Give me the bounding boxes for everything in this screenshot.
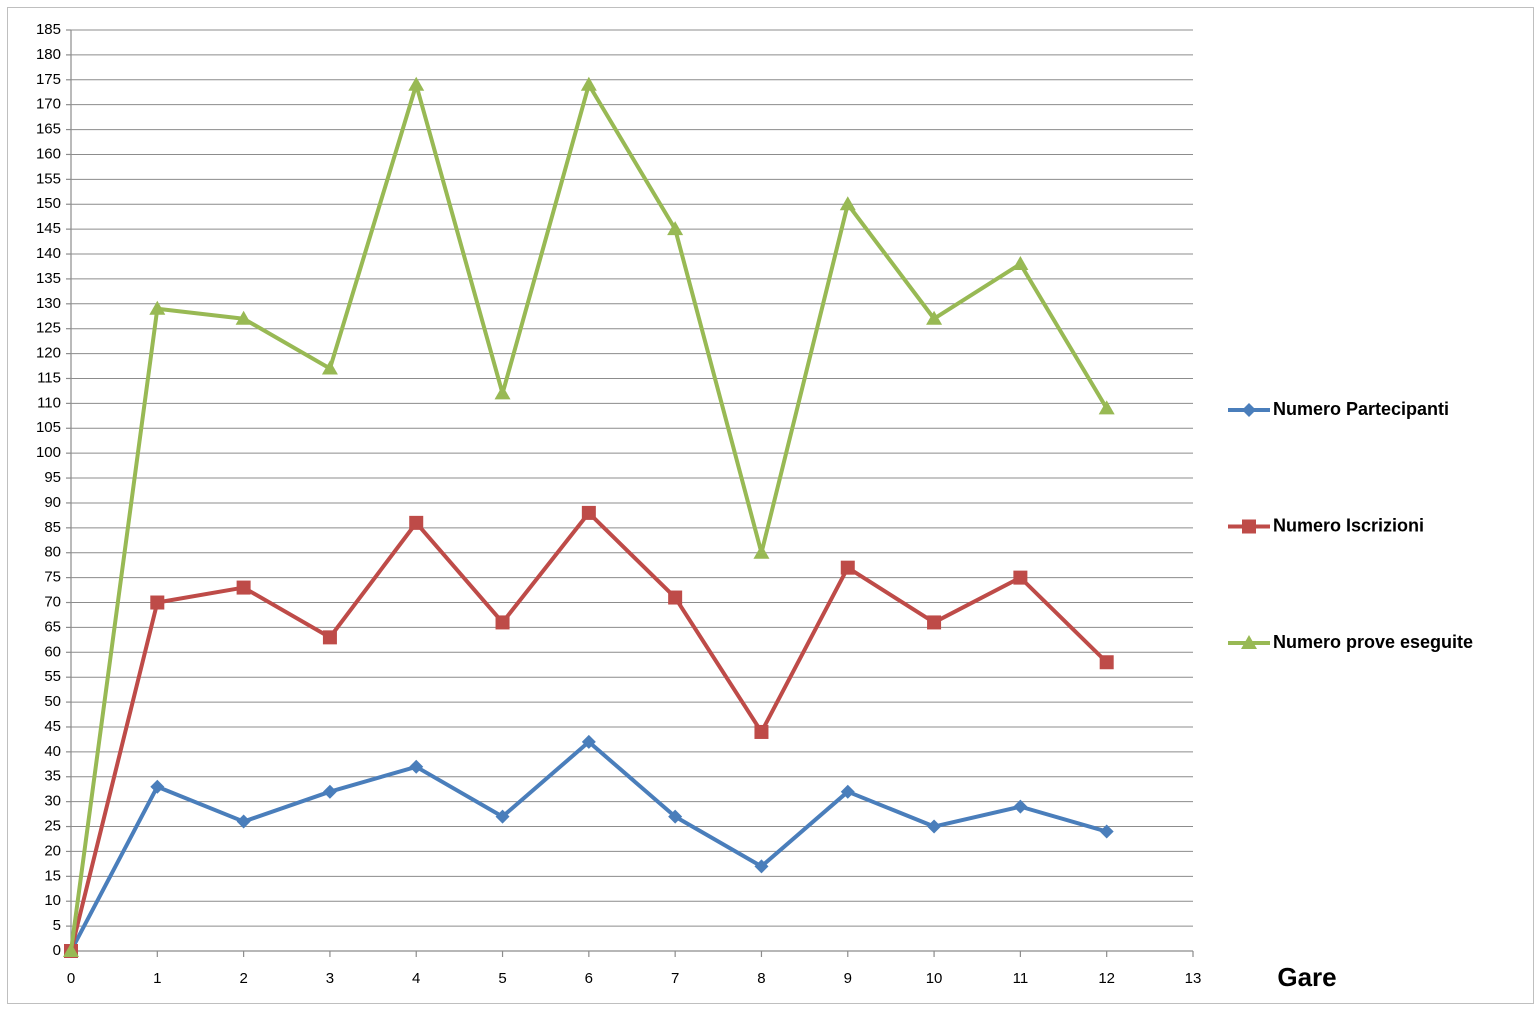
- x-tick-label: 0: [67, 970, 75, 987]
- data-point: [1099, 655, 1114, 670]
- y-tick-label: 95: [44, 469, 61, 486]
- data-point: [581, 734, 596, 749]
- y-tick-label: 25: [44, 818, 61, 835]
- y-tick-label: 30: [44, 793, 61, 810]
- data-point: [754, 724, 769, 739]
- y-tick-label: 5: [53, 917, 61, 934]
- y-tick-label: 135: [36, 270, 61, 287]
- y-tick-label: 155: [36, 170, 61, 187]
- y-tick-label: 50: [44, 693, 61, 710]
- legend-marker: [1241, 635, 1257, 649]
- x-tick-label: 3: [326, 970, 334, 987]
- y-tick-label: 100: [36, 444, 61, 461]
- x-tick-label: 12: [1098, 970, 1115, 987]
- y-tick-label: 130: [36, 295, 61, 312]
- data-point: [409, 515, 424, 530]
- y-tick-label: 120: [36, 345, 61, 362]
- data-point: [409, 759, 424, 774]
- y-tick-label: 180: [36, 46, 61, 63]
- y-tick-label: 40: [44, 743, 61, 760]
- y-tick-label: 15: [44, 867, 61, 884]
- legend-label: Numero prove eseguite: [1273, 632, 1473, 652]
- legend-marker: [1242, 519, 1256, 534]
- y-tick-label: 165: [36, 121, 61, 138]
- y-tick-label: 70: [44, 593, 61, 610]
- y-tick-label: 145: [36, 220, 61, 237]
- data-point: [754, 859, 769, 874]
- x-tick-label: 4: [412, 970, 420, 987]
- y-tick-label: 10: [44, 892, 61, 909]
- y-tick-label: 90: [44, 494, 61, 511]
- data-point: [235, 310, 252, 325]
- data-point: [1099, 824, 1114, 839]
- data-point: [580, 76, 597, 91]
- data-point: [1098, 400, 1115, 415]
- y-tick-label: 110: [37, 394, 61, 411]
- data-point: [927, 615, 942, 630]
- data-point: [495, 809, 510, 824]
- chart-border: [7, 7, 1534, 1004]
- x-tick-label: 11: [1013, 970, 1029, 987]
- data-point: [1013, 799, 1028, 814]
- data-point: [149, 300, 166, 315]
- data-point: [581, 505, 596, 520]
- data-point: [927, 819, 942, 834]
- data-point: [322, 630, 337, 645]
- y-tick-label: 35: [44, 768, 61, 785]
- x-tick-label: 6: [585, 970, 593, 987]
- y-tick-label: 0: [53, 942, 61, 959]
- data-point: [667, 221, 684, 236]
- data-point: [150, 779, 165, 794]
- data-point: [494, 385, 511, 400]
- x-tick-label: 7: [671, 970, 679, 987]
- data-point: [236, 814, 251, 829]
- x-tick-label: 9: [844, 970, 852, 987]
- y-tick-label: 80: [44, 544, 61, 561]
- y-tick-label: 45: [44, 718, 61, 735]
- data-point: [668, 809, 683, 824]
- legend-marker: [1242, 403, 1256, 417]
- y-tick-label: 160: [36, 145, 61, 162]
- y-tick-label: 65: [44, 618, 61, 635]
- x-tick-label: 2: [239, 970, 247, 987]
- x-tick-label: 13: [1185, 970, 1202, 987]
- y-tick-label: 175: [36, 71, 61, 88]
- data-point: [63, 943, 79, 957]
- legend-label: Numero Partecipanti: [1273, 399, 1449, 419]
- data-point: [926, 310, 943, 325]
- x-tick-label: 8: [757, 970, 765, 987]
- data-point: [150, 595, 165, 610]
- legend-label: Numero Iscrizioni: [1273, 515, 1424, 535]
- y-tick-label: 125: [36, 320, 61, 337]
- x-tick-label: 1: [153, 970, 161, 987]
- y-tick-label: 75: [44, 569, 61, 586]
- data-point: [668, 590, 683, 605]
- y-tick-label: 140: [36, 245, 61, 262]
- data-point: [1013, 570, 1028, 585]
- data-point: [840, 784, 855, 799]
- x-axis-label: Gare: [1277, 962, 1336, 992]
- data-point: [322, 784, 337, 799]
- y-tick-label: 20: [44, 842, 61, 859]
- y-tick-label: 170: [36, 96, 61, 113]
- data-point: [840, 560, 855, 575]
- y-tick-label: 185: [36, 21, 61, 38]
- x-tick-label: 10: [926, 970, 943, 987]
- data-point: [753, 544, 770, 559]
- data-point: [495, 615, 510, 630]
- data-point: [236, 580, 251, 595]
- y-tick-label: 60: [44, 643, 61, 660]
- y-tick-label: 105: [36, 419, 61, 436]
- data-point: [1012, 255, 1029, 270]
- x-tick-label: 5: [498, 970, 506, 987]
- data-point: [408, 76, 425, 91]
- y-tick-label: 115: [37, 369, 61, 386]
- data-point: [839, 196, 856, 211]
- y-tick-label: 85: [44, 519, 61, 536]
- data-point: [321, 360, 338, 375]
- y-tick-label: 55: [44, 668, 61, 685]
- y-tick-label: 150: [36, 195, 61, 212]
